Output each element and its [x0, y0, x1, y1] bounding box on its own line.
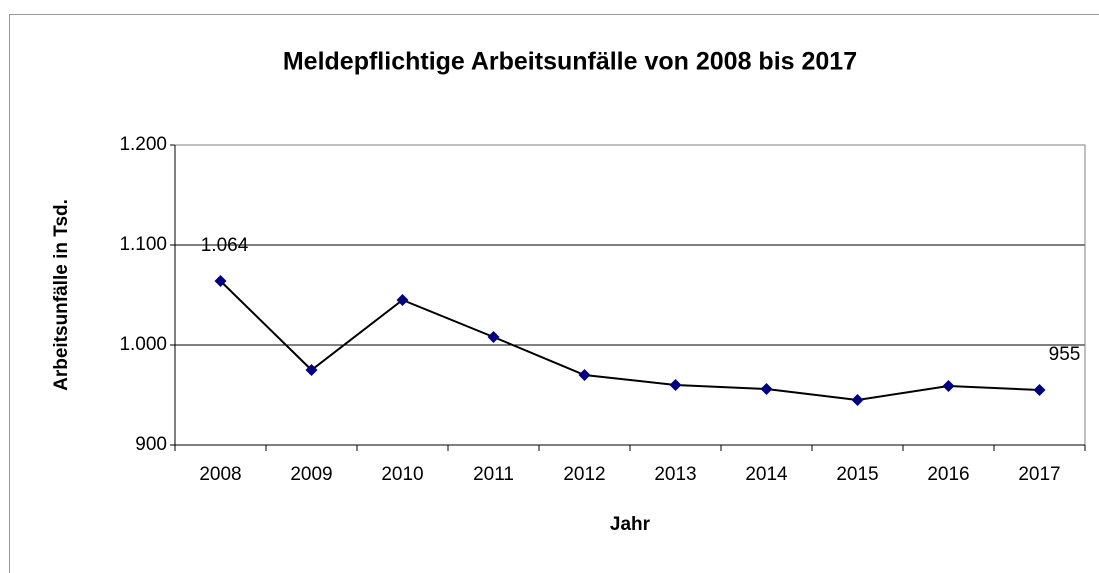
chart-frame	[9, 14, 1099, 573]
x-tick-label: 2013	[654, 464, 696, 485]
marker	[1033, 384, 1046, 396]
marker	[851, 394, 864, 406]
marker	[305, 364, 318, 376]
marker	[487, 331, 500, 343]
marker	[760, 383, 773, 395]
data-label: 1.064	[201, 235, 249, 256]
plot-area	[174, 144, 1086, 446]
y-tick-label: 1.000	[119, 334, 167, 355]
y-tick-label: 1.100	[119, 234, 167, 255]
x-tick-label: 2015	[836, 464, 878, 485]
marker	[396, 294, 409, 306]
x-tick-label: 2009	[290, 464, 332, 485]
x-tick-label: 2012	[563, 464, 605, 485]
x-tick-label: 2011	[473, 464, 514, 485]
x-tick-label: 2016	[927, 464, 969, 485]
marker	[669, 379, 682, 391]
y-axis-label: Arbeitsunfälle in Tsd.	[51, 199, 72, 391]
y-tick-label: 900	[135, 434, 167, 455]
chart-title: Meldepflichtige Arbeitsunfälle von 2008 …	[283, 48, 857, 76]
line	[219, 280, 1040, 402]
marker	[942, 380, 955, 392]
y-tick-label: 1.200	[119, 134, 167, 155]
marker	[578, 369, 591, 381]
x-axis-label: Jahr	[610, 514, 651, 535]
x-tick-label: 2010	[381, 464, 423, 485]
x-tick-label: 2014	[745, 464, 788, 485]
x-tick-label: 2017	[1018, 464, 1060, 485]
data-label: 955	[1049, 344, 1081, 365]
x-tick-label: 2008	[199, 464, 241, 485]
marker	[214, 275, 227, 287]
